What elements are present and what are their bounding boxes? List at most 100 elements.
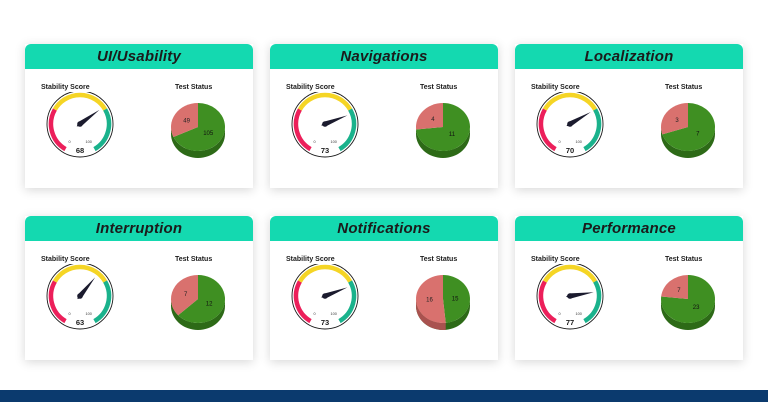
test-status-label: Test Status (420, 256, 458, 263)
test-status-pie: 7 23 (661, 275, 715, 330)
card-localization: Localization Stability Score Test Status… (515, 44, 743, 188)
stability-score-value: 73 (321, 146, 329, 155)
pie-side (661, 299, 715, 330)
pie-side (171, 299, 225, 330)
gauge-teal-zone (338, 280, 357, 324)
gauge-teal-zone (583, 108, 602, 152)
gauge-max-label: 100 (576, 140, 582, 144)
test-status-pie: 7 12 (171, 275, 225, 330)
gauge-hub (567, 121, 573, 127)
card-title: Notifications (270, 216, 498, 241)
gauge-min-label: 0 (314, 312, 316, 316)
gauge-outline (291, 264, 359, 330)
pie-failed-label: 7 (184, 292, 188, 298)
gauge-teal-zone (93, 108, 112, 152)
pie-passed-label: 7 (696, 131, 700, 137)
gauge-yellow-zone (52, 264, 108, 283)
card-title: Interruption (25, 216, 253, 241)
gauge-min-label: 0 (69, 312, 71, 316)
test-status-pie: 4 11 (416, 103, 470, 158)
gauge-needle (566, 112, 591, 127)
card-interruption: Interruption Stability Score Test Status… (25, 216, 253, 360)
test-status-pie: 37 (661, 103, 715, 158)
gauge-hub (322, 121, 328, 127)
pie-failed-label: 49 (183, 119, 190, 125)
gauge-min-label: 0 (559, 312, 561, 316)
card-performance: Performance Stability Score Test Status 0… (515, 216, 743, 360)
pie-slice-failed (171, 275, 198, 316)
gauge-yellow-zone (297, 92, 353, 111)
card-title: UI/Usability (25, 44, 253, 69)
pie-side (661, 127, 715, 158)
gauge-max-label: 100 (331, 140, 337, 144)
test-status-label: Test Status (175, 256, 213, 263)
pie-failed-label: 7 (677, 288, 681, 294)
pie-side-failed (416, 299, 446, 330)
gauge-max-label: 100 (86, 312, 92, 316)
card-title: Performance (515, 216, 743, 241)
gauge-needle (566, 292, 594, 299)
pie-failed-label: 4 (431, 117, 435, 123)
gauge-needle (76, 109, 100, 127)
gauge-outline (291, 92, 359, 158)
pie-side (171, 127, 225, 158)
pie-side (416, 127, 470, 158)
stability-score-value: 70 (566, 146, 574, 155)
test-status-label: Test Status (665, 256, 703, 263)
pie-slice-failed (171, 103, 198, 137)
stability-score-label: Stability Score (286, 256, 335, 263)
gauge-outline (46, 92, 114, 158)
gauge-red-zone (538, 280, 557, 324)
gauge-yellow-zone (542, 92, 598, 111)
gauge-outline (46, 264, 114, 330)
gauge-red-zone (48, 108, 67, 152)
pie-failed-label: 16 (426, 298, 433, 304)
gauge-teal-zone (93, 280, 112, 324)
pie-passed-label: 11 (449, 132, 456, 138)
pie-slice-failed (661, 275, 688, 299)
pie-slice-passed (443, 275, 471, 323)
gauge-max-label: 100 (576, 312, 582, 316)
card-title: Localization (515, 44, 743, 69)
stability-score-value: 68 (76, 146, 84, 155)
pie-passed-label: 105 (203, 131, 214, 137)
pie-slice-passed (173, 103, 225, 151)
gauge-teal-zone (338, 108, 357, 152)
pie-slice-failed (416, 103, 443, 130)
gauge-yellow-zone (297, 264, 353, 283)
gauge-needle (77, 277, 96, 300)
gauge-red-zone (48, 280, 67, 324)
gauge-red-zone (293, 108, 312, 152)
pie-slice-failed (416, 275, 446, 323)
stability-score-label: Stability Score (531, 256, 580, 263)
gauge-yellow-zone (52, 92, 108, 111)
footer-bar (0, 390, 768, 402)
gauge-outline (536, 264, 604, 330)
gauge-needle (321, 287, 348, 299)
gauge-hub (322, 293, 328, 299)
gauge-max-label: 100 (86, 140, 92, 144)
gauge-max-label: 100 (331, 312, 337, 316)
gauge-hub (77, 121, 83, 127)
pie-failed-label: 3 (675, 118, 679, 124)
pie-slice-passed (178, 275, 225, 323)
gauge-teal-zone (583, 280, 602, 324)
card-notifications: Notifications Stability Score Test Statu… (270, 216, 498, 360)
gauge-red-zone (293, 280, 312, 324)
stability-score-value: 73 (321, 318, 329, 327)
card-navigations: Navigations Stability Score Test Status 0… (270, 44, 498, 188)
pie-passed-label: 15 (452, 296, 459, 302)
stability-score-label: Stability Score (286, 84, 335, 91)
gauge-hub (77, 293, 83, 299)
stability-score-value: 63 (76, 318, 84, 327)
gauge-min-label: 0 (559, 140, 561, 144)
gauge-outline (536, 92, 604, 158)
pie-slice-passed (662, 103, 715, 151)
gauge-red-zone (538, 108, 557, 152)
pie-passed-label: 12 (206, 301, 213, 307)
stability-score-label: Stability Score (41, 84, 90, 91)
stability-score-label: Stability Score (531, 84, 580, 91)
